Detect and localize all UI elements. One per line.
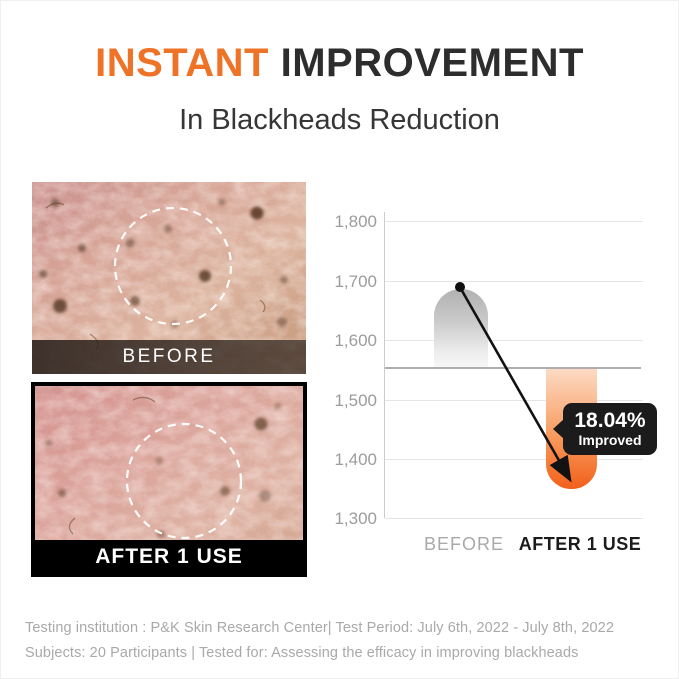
focus-dashed-circle-icon — [113, 206, 233, 326]
title-rest: IMPROVEMENT — [280, 41, 584, 85]
footer-line-2: Subjects: 20 Participants | Tested for: … — [25, 645, 579, 661]
title-highlight: INSTANT — [95, 41, 269, 85]
before-label-bar: BEFORE — [32, 340, 306, 374]
y-tick-label: 1,500 — [334, 391, 377, 410]
page-subtitle: In Blackheads Reduction — [179, 104, 500, 136]
gridline — [385, 459, 643, 460]
focus-dashed-circle-icon — [125, 422, 243, 540]
tooltip-percent: 18.04% — [574, 409, 646, 433]
bar-before — [434, 289, 488, 367]
before-photo: BEFORE — [32, 182, 306, 374]
y-tick-label: 1,800 — [334, 212, 377, 231]
after-label-bar: AFTER 1 USE — [35, 540, 303, 573]
y-tick-label: 1,400 — [334, 450, 377, 469]
y-tick-label: 1,300 — [334, 509, 377, 528]
gridline — [385, 518, 643, 519]
x-label-after: AFTER 1 USE — [518, 534, 642, 554]
y-tick-label: 1,700 — [334, 272, 377, 291]
y-axis-line — [384, 212, 385, 518]
gridline — [385, 400, 643, 401]
baseline — [385, 367, 641, 369]
page-title: INSTANT IMPROVEMENT — [1, 41, 678, 86]
after-label: AFTER 1 USE — [95, 544, 243, 568]
footer-line-1: Testing institution : P&K Skin Research … — [25, 620, 614, 636]
data-point-dot — [455, 282, 465, 292]
tooltip-label: Improved — [578, 431, 642, 448]
blackhead-spots — [45, 402, 282, 538]
gridline — [385, 281, 643, 282]
before-label: BEFORE — [122, 346, 216, 367]
y-tick-label: 1,600 — [334, 331, 377, 350]
after-photo: AFTER 1 USE — [31, 382, 307, 577]
gridline — [385, 340, 643, 341]
improvement-tooltip: 18.04% Improved — [553, 403, 657, 455]
x-label-before: BEFORE — [423, 534, 504, 554]
gridline — [385, 221, 643, 222]
